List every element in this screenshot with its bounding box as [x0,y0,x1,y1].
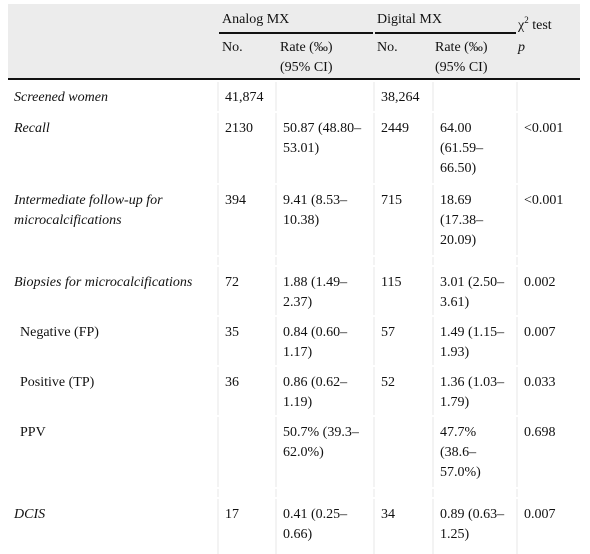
p-value: 0.698 [518,417,580,487]
group-analog-mx: Analog MX [222,12,290,27]
group-chi-square-test: χ2 test [518,15,552,33]
digital-no: 57 [375,317,432,365]
digital-rate: 18.69 (17.38–20.09) [434,185,516,255]
analog-no: 394 [219,185,275,255]
row-label: Screened women [8,82,217,111]
col-p-value: p [518,40,525,55]
row-label: Intermediate follow-up for microcalcific… [8,185,217,255]
analog-no: 35 [219,317,275,365]
analog-rate: 0.86 (0.62–1.19) [277,367,373,415]
digital-no: 2449 [375,113,432,183]
analog-rate [277,82,373,111]
analog-rate: 1.88 (1.49–2.37) [277,267,373,315]
p-value: 0.007 [518,317,580,365]
p-value: 0.002 [518,267,580,315]
row-label: Recall [8,113,217,183]
analog-no [219,417,275,487]
row-label: Negative (FP) [8,317,217,365]
table-row: Biopsies for microcalcifications 72 1.88… [8,267,580,315]
table-row: DCIS 17 0.41 (0.25–0.66) 34 0.89 (0.63–1… [8,499,580,554]
header-rule [8,78,580,80]
digital-no: 715 [375,185,432,255]
col-digital-no: No. [377,40,398,55]
analog-no: 36 [219,367,275,415]
p-value: 0.007 [518,499,580,554]
row-label: Positive (TP) [8,367,217,415]
analog-rate: 0.84 (0.60–1.17) [277,317,373,365]
p-value: 0.033 [518,367,580,415]
digital-no: 115 [375,267,432,315]
table-row: Screened women 41,874 38,264 [8,82,580,111]
digital-rate: 0.89 (0.63–1.25) [434,499,516,554]
table-row: PPV 50.7% (39.3–62.0%) 47.7% (38.6–57.0%… [8,417,580,487]
col-analog-no: No. [222,40,243,55]
col-digital-rate: Rate (‰) (95% CI) [435,40,488,75]
analog-no: 41,874 [219,82,275,111]
digital-rate: 1.49 (1.15–1.93) [434,317,516,365]
table-header [8,4,580,78]
p-value: <0.001 [518,113,580,183]
col-analog-rate: Rate (‰) (95% CI) [280,40,333,75]
digital-no: 34 [375,499,432,554]
digital-rate [434,82,516,111]
row-label: PPV [8,417,217,487]
p-value [518,82,580,111]
p-value: <0.001 [518,185,580,255]
analog-no: 72 [219,267,275,315]
digital-rate: 64.00 (61.59–66.50) [434,113,516,183]
analog-rate: 50.87 (48.80–53.01) [277,113,373,183]
digital-rate: 47.7% (38.6–57.0%) [434,417,516,487]
digital-no [375,417,432,487]
row-label: Biopsies for microcalcifications [8,267,217,315]
digital-rate: 1.36 (1.03–1.79) [434,367,516,415]
digital-no: 38,264 [375,82,432,111]
row-label: DCIS [8,499,217,554]
table-row: Recall 2130 50.87 (48.80–53.01) 2449 64.… [8,113,580,183]
analog-rate: 0.41 (0.25–0.66) [277,499,373,554]
analog-rate: 9.41 (8.53–10.38) [277,185,373,255]
spacer-row [8,489,580,497]
table-row: Positive (TP) 36 0.86 (0.62–1.19) 52 1.3… [8,367,580,415]
group-digital-mx: Digital MX [377,12,442,27]
analog-no: 2130 [219,113,275,183]
digital-no: 52 [375,367,432,415]
analog-no: 17 [219,499,275,554]
digital-rate: 3.01 (2.50–3.61) [434,267,516,315]
digital-group-rule [375,32,516,34]
analog-group-rule [219,32,373,34]
analog-rate: 50.7% (39.3–62.0%) [277,417,373,487]
table-row: Intermediate follow-up for microcalcific… [8,185,580,255]
spacer-row [8,257,580,265]
table-row: Negative (FP) 35 0.84 (0.60–1.17) 57 1.4… [8,317,580,365]
